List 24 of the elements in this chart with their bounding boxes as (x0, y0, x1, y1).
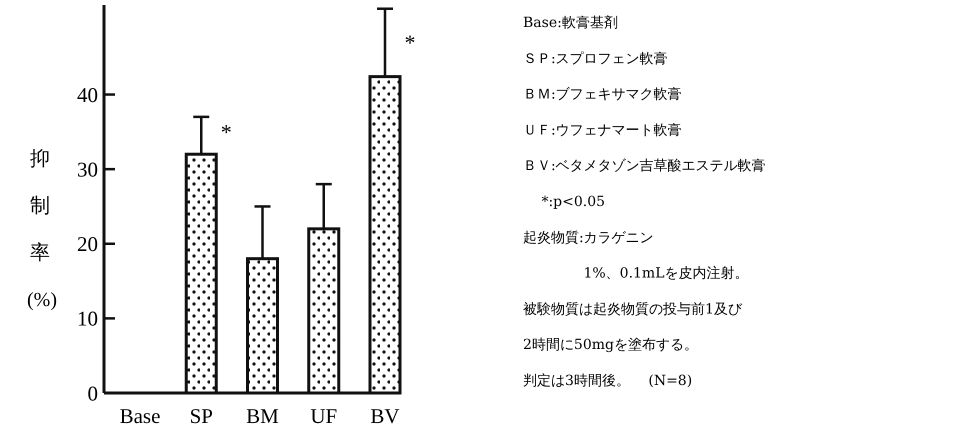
y-tick-label: 0 (88, 381, 98, 406)
y-tick-label: 20 (77, 232, 98, 256)
x-tick-label: BV (370, 404, 400, 428)
x-tick-label: UF (310, 404, 338, 428)
text: ＢＶ:ベタメタゾン吉草酸エステル軟膏 (523, 158, 766, 174)
text: ＵＦ:ウフェナマート軟膏 (523, 122, 682, 138)
text: Base:軟膏基剤 (523, 15, 618, 31)
x-tick-label: BM (246, 404, 280, 428)
x-tick-label: Base (120, 404, 160, 428)
annotation: * (404, 30, 416, 56)
text: ＳＰ:スプロフェン軟膏 (523, 50, 668, 67)
y-tick-label: 10 (77, 306, 98, 331)
text: 2時間に50mgを塗布する。 (523, 337, 698, 354)
text: ＢＭ:ブフェキサマク軟膏 (523, 86, 682, 103)
annotation: * (220, 120, 232, 145)
text: 起炎物質:カラゲニン (523, 230, 654, 246)
text: 判定は3時間後。 (N=8) (523, 373, 692, 389)
text: 抑制率(%) (27, 148, 57, 311)
y-tick-label: 40 (77, 82, 98, 107)
text: 被験物質は起炎物質の投与前1及び (523, 301, 743, 318)
text: 1%、0.1mLを皮内注射。 (523, 266, 748, 282)
text: *:p<0.05 (523, 194, 606, 210)
y-tick-label: 30 (77, 158, 98, 182)
x-tick-label: SP (190, 404, 213, 428)
